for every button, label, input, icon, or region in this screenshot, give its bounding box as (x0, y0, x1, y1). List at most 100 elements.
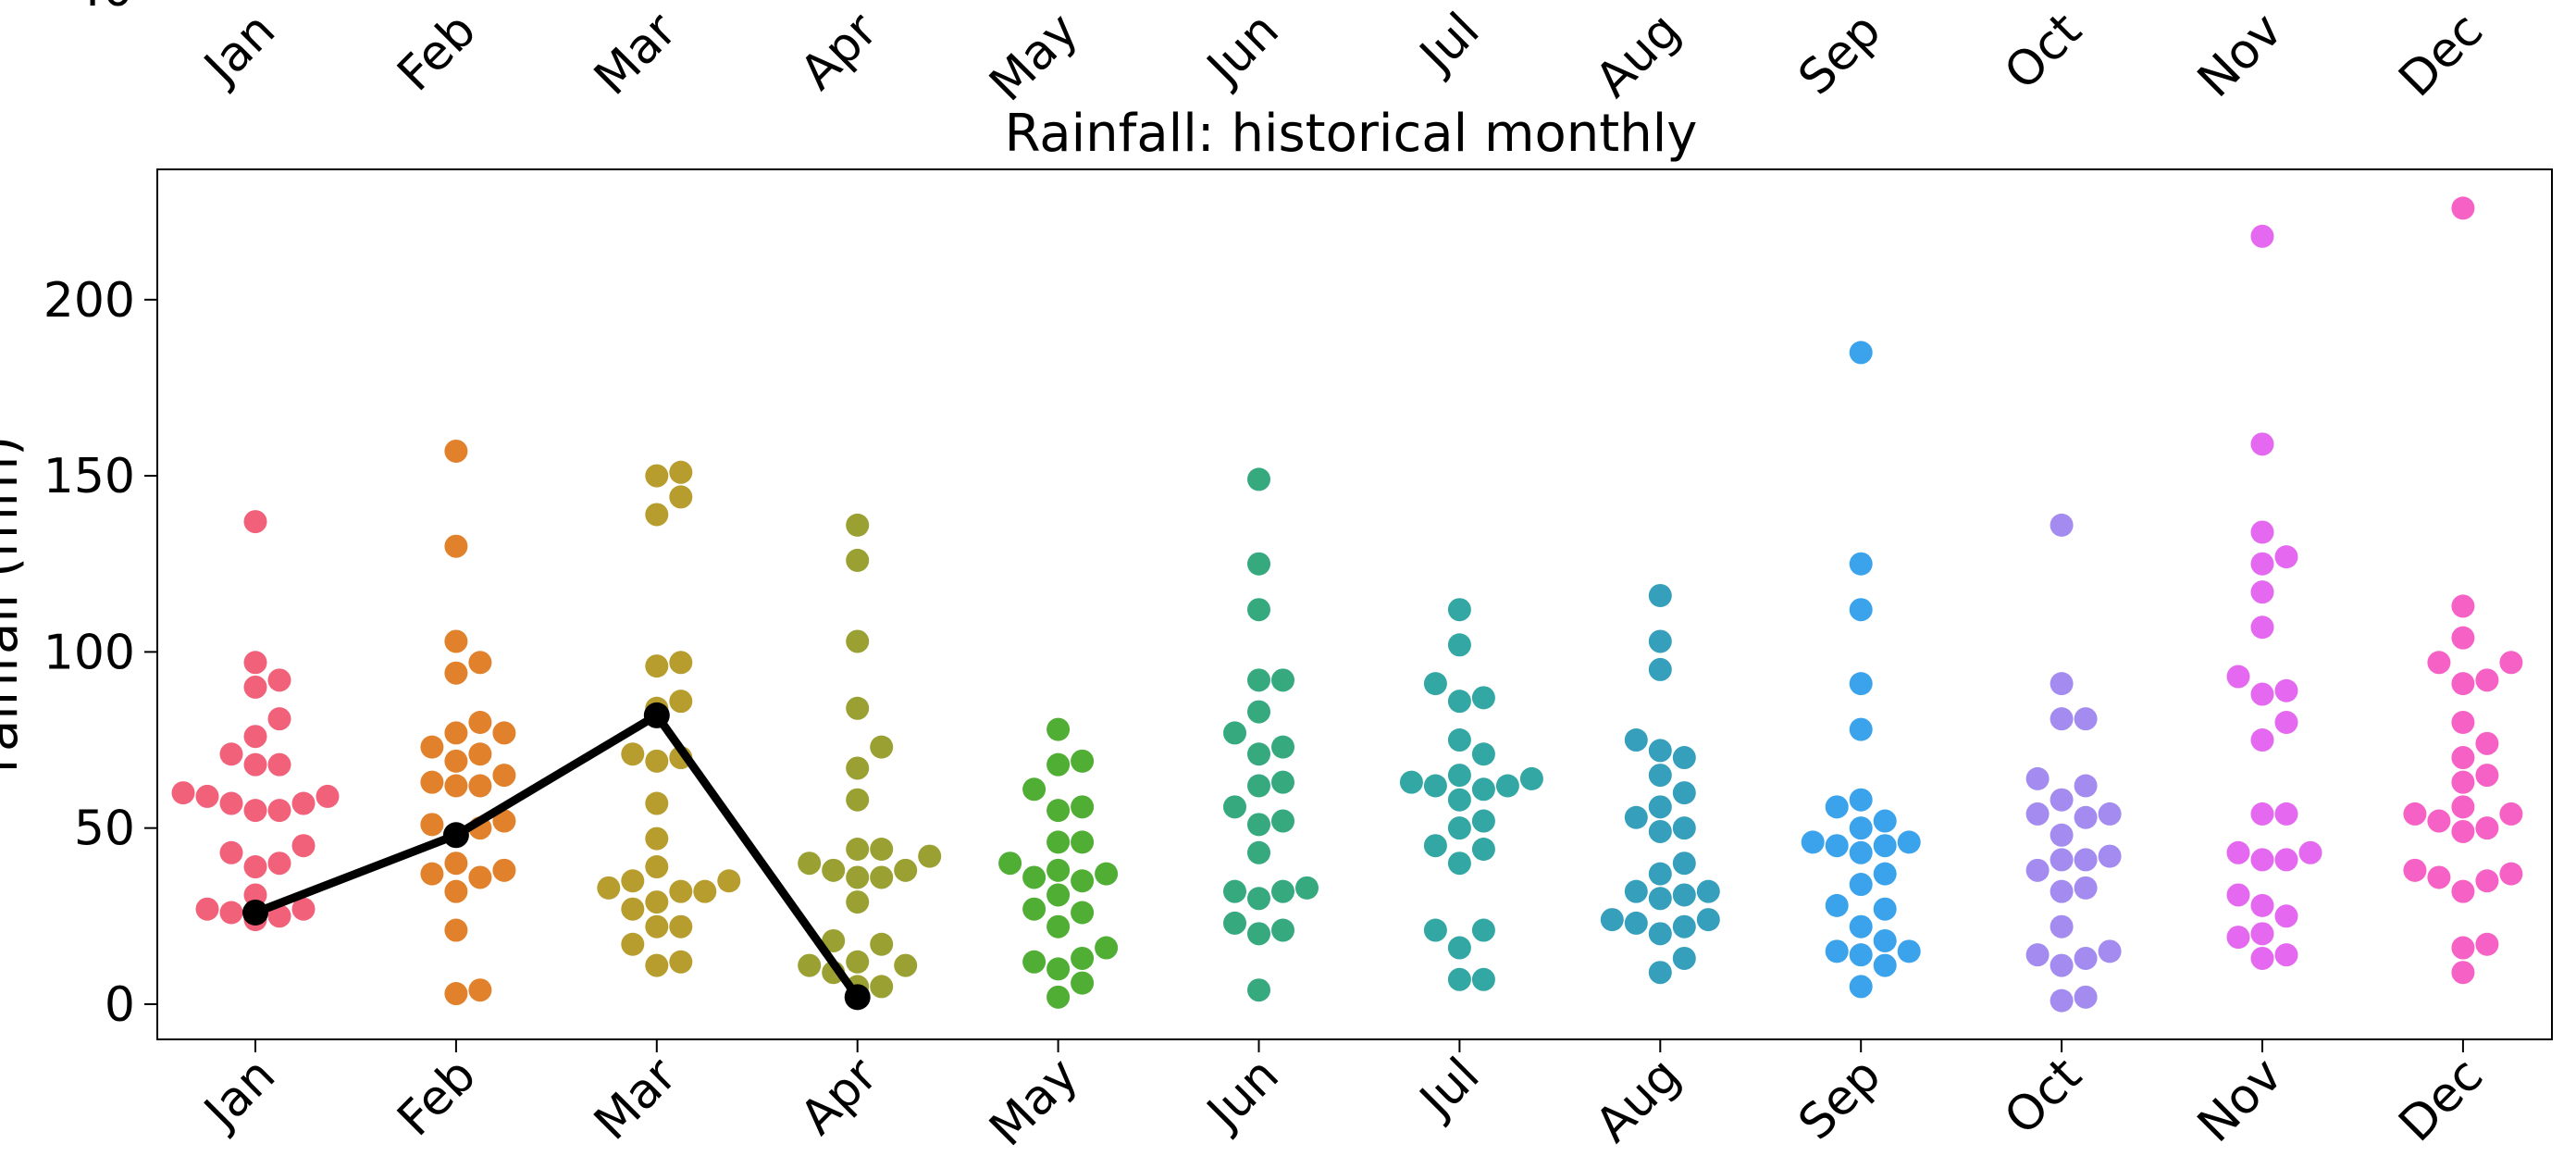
data-point-mar (669, 879, 693, 903)
data-point-oct (2050, 788, 2074, 812)
data-point-jun (1247, 598, 1270, 622)
data-point-dec (2475, 731, 2499, 755)
data-point-aug (1672, 914, 1696, 938)
data-point-jul (1471, 742, 1495, 766)
data-point-jul (1423, 774, 1447, 798)
data-point-feb (468, 710, 492, 734)
data-point-dec (2451, 626, 2475, 650)
data-point-nov (2250, 682, 2274, 706)
data-point-feb (444, 534, 468, 558)
data-point-mar (669, 460, 693, 484)
data-point-apr (846, 548, 870, 572)
x-tick-label: Nov (2187, 1048, 2293, 1153)
data-point-oct (2050, 513, 2074, 537)
data-point-jun (1247, 742, 1270, 766)
overlay-line-marker (844, 984, 871, 1011)
data-point-aug (1648, 629, 1672, 653)
data-point-aug (1648, 862, 1672, 886)
y-tick-label: 100 (43, 625, 135, 680)
data-point-sep (1873, 953, 1897, 977)
data-point-apr (846, 629, 870, 653)
data-point-oct (2074, 946, 2098, 970)
overlay-line-layer (242, 702, 871, 1011)
data-point-jun (1247, 978, 1270, 1002)
data-point-jul (1447, 633, 1471, 657)
data-point-jul (1399, 770, 1423, 794)
data-point-oct (2074, 848, 2098, 872)
data-point-feb (468, 978, 492, 1002)
data-point-jul (1471, 837, 1495, 861)
data-point-jan (267, 904, 291, 928)
data-point-jun (1271, 770, 1294, 794)
data-point-oct (2050, 707, 2074, 731)
chart-title: Rainfall: historical monthly (1005, 104, 1698, 164)
data-point-apr (846, 756, 870, 780)
data-point-nov (2274, 710, 2298, 734)
data-point-jun (1247, 668, 1270, 692)
data-point-sep (1873, 834, 1897, 858)
data-point-aug (1672, 946, 1696, 970)
data-point-mar (645, 791, 669, 815)
data-point-sep (1849, 816, 1873, 840)
data-point-aug (1648, 887, 1672, 911)
data-point-aug (1648, 795, 1672, 819)
data-point-apr (798, 953, 822, 977)
y-axis-label: rainfall (mm) (0, 436, 30, 773)
data-point-jul (1423, 672, 1447, 696)
data-point-apr (918, 844, 942, 868)
data-point-may (1046, 830, 1071, 854)
data-point-feb (492, 858, 516, 882)
data-point-may (1071, 901, 1095, 925)
data-point-jan (267, 668, 291, 692)
data-point-jun (1271, 879, 1294, 903)
data-point-jan (267, 851, 291, 876)
data-point-dec (2403, 802, 2427, 826)
data-point-mar (693, 879, 717, 903)
data-point-nov (2274, 678, 2298, 702)
data-point-nov (2250, 946, 2274, 970)
data-point-jul (1447, 788, 1471, 812)
x-tick-label: Mar (584, 1047, 687, 1150)
data-point-mar (645, 464, 669, 488)
data-point-mar (669, 485, 693, 509)
data-point-apr (822, 858, 846, 882)
data-point-may (1046, 957, 1071, 981)
data-point-may (998, 851, 1022, 876)
data-point-apr (870, 865, 894, 889)
top-axis-tick-label: Dec (2389, 3, 2495, 108)
data-point-jul (1447, 851, 1471, 876)
data-point-jul (1447, 967, 1471, 991)
data-point-sep (1849, 717, 1873, 741)
data-point-jun (1271, 735, 1294, 759)
data-point-sep (1873, 809, 1897, 833)
data-point-feb (420, 862, 444, 886)
data-point-aug (1648, 764, 1672, 788)
data-point-dec (2451, 879, 2475, 903)
overlay-line-marker (242, 899, 268, 926)
data-point-mar (621, 742, 645, 766)
data-point-aug (1624, 805, 1648, 829)
data-point-oct (2074, 805, 2098, 829)
data-point-may (1095, 862, 1119, 886)
data-point-dec (2451, 594, 2475, 618)
data-point-jan (267, 752, 291, 777)
data-point-apr (846, 696, 870, 720)
data-point-sep (1825, 939, 1849, 963)
data-point-feb (420, 813, 444, 837)
data-point-nov (2226, 840, 2250, 864)
data-point-dec (2475, 869, 2499, 893)
data-point-jun (1223, 911, 1246, 935)
data-point-apr (846, 950, 870, 974)
data-point-mar (621, 897, 645, 921)
data-point-may (1046, 858, 1071, 882)
data-point-feb (492, 721, 516, 745)
y-tick-label: 150 (43, 449, 135, 504)
data-point-mar (717, 869, 741, 893)
top-axis: Jan Feb Mar Apr May Jun Jul Aug Sep Oct Nov Dec 40 (72, 0, 2494, 112)
data-point-dec (2499, 862, 2523, 886)
data-point-jan (243, 752, 267, 777)
data-point-sep (1849, 788, 1873, 812)
data-point-oct (2025, 943, 2050, 967)
x-tick-label: Dec (2389, 1048, 2495, 1153)
